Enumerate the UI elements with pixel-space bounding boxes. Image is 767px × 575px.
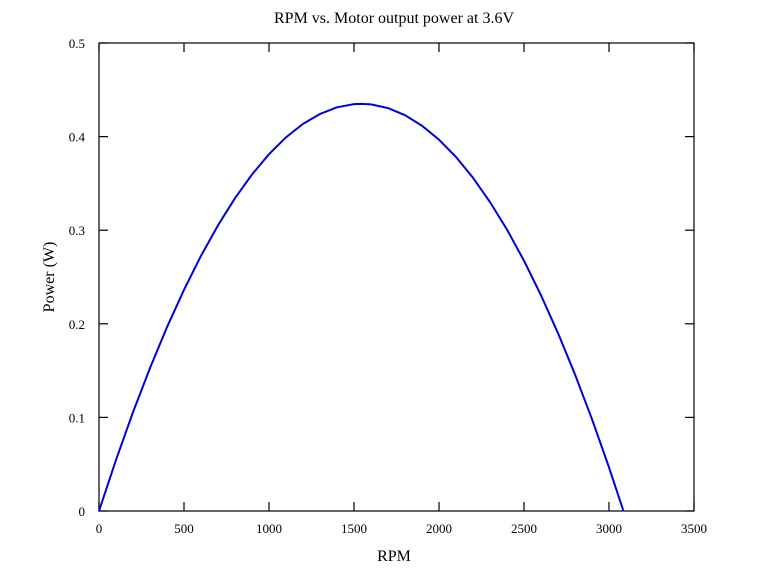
y-tick-label: 0.5: [69, 36, 85, 51]
x-tick-label: 3000: [596, 521, 622, 536]
x-tick-label: 1500: [341, 521, 367, 536]
x-tick-label: 2000: [426, 521, 452, 536]
x-tick-label: 500: [174, 521, 194, 536]
y-tick-label: 0.1: [69, 410, 85, 425]
x-axis-label: RPM: [377, 548, 411, 565]
x-tick-label: 3500: [681, 521, 707, 536]
x-tick-label: 1000: [256, 521, 282, 536]
y-axis-label: Power (W): [41, 242, 58, 313]
chart-title: RPM vs. Motor output power at 3.6V: [274, 10, 514, 27]
y-tick-label: 0.2: [69, 317, 85, 332]
x-tick-label: 2500: [511, 521, 537, 536]
x-tick-label: 0: [96, 521, 103, 536]
plot-frame: [98, 42, 695, 512]
y-tick-label: 0.4: [69, 130, 86, 145]
power-curve-line: [98, 102, 625, 512]
y-tick-label: 0.3: [69, 223, 85, 238]
y-tick-label: 0: [79, 504, 86, 519]
